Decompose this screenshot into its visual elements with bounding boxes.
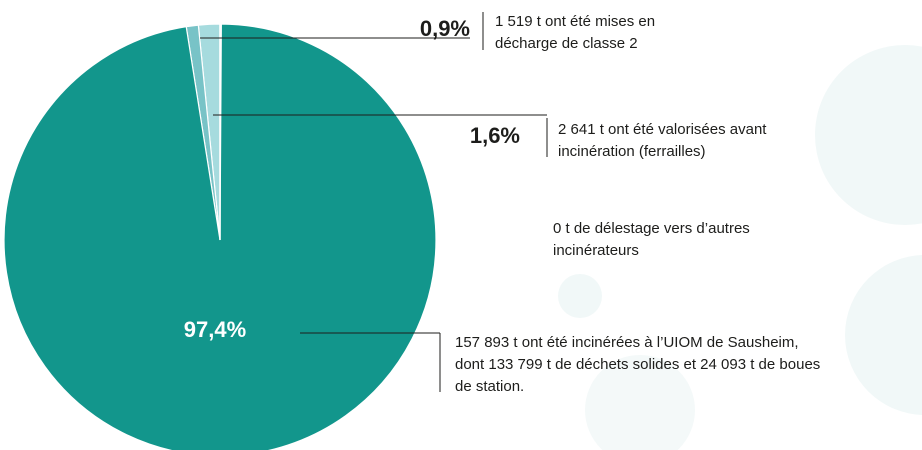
slice-description: incinération (ferrailles) bbox=[558, 143, 706, 160]
slice-description: de station. bbox=[455, 378, 524, 395]
percent-label: 0,9% bbox=[420, 16, 470, 41]
percent-label: 97,4% bbox=[184, 317, 246, 342]
labels: 1,6% 2 641 t ont été valorisées avant inci… bbox=[184, 12, 820, 395]
annotation: 0 t de délestage vers d’autres bbox=[553, 220, 750, 237]
slice-description: 1 519 t ont été mises en bbox=[495, 13, 655, 30]
pie bbox=[3, 23, 437, 450]
percent-label: 1,6% bbox=[470, 123, 520, 148]
slice-description: 2 641 t ont été valorisées avant bbox=[558, 121, 767, 138]
annotation: incinérateurs bbox=[553, 242, 639, 259]
slice-description: décharge de classe 2 bbox=[495, 35, 638, 52]
background-decoration bbox=[558, 45, 922, 450]
slice-description: dont 133 799 t de déchets solides et 24 … bbox=[455, 356, 820, 373]
slice-description: 157 893 t ont été incinérées à l’UIOM de… bbox=[455, 334, 799, 351]
